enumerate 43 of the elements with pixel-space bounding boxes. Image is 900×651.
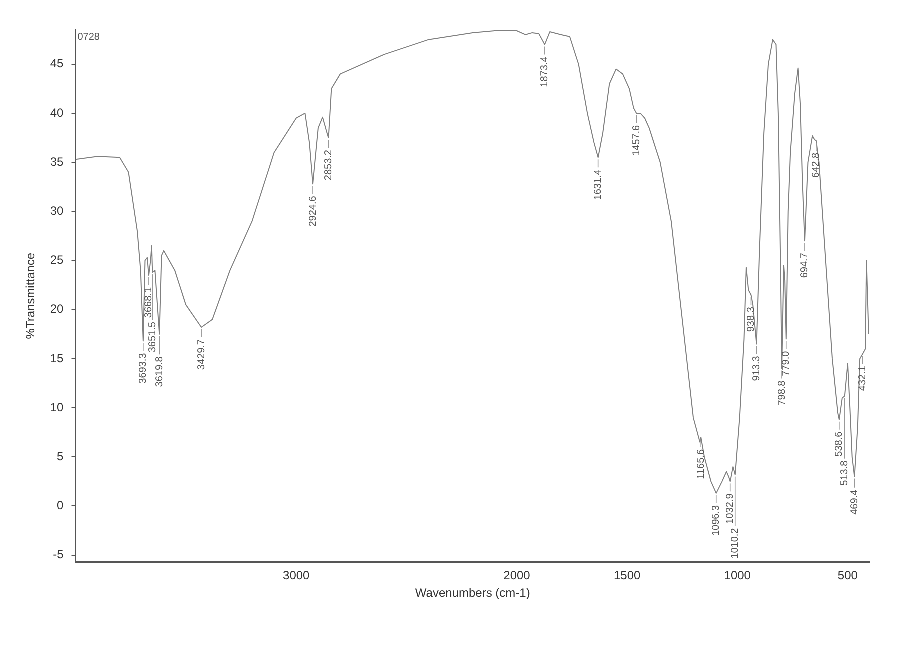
annotation: 2853.2 <box>324 150 335 181</box>
annotation: 1457.6 <box>631 125 642 156</box>
y-tick-label: 15 <box>50 351 64 366</box>
x-tick-label: 2000 <box>504 568 531 583</box>
annotation: 938.3 <box>746 306 757 332</box>
annotation: 469.4 <box>849 489 860 515</box>
annotation: 538.6 <box>834 431 846 457</box>
annotation: 432.1 <box>858 366 869 392</box>
annotation: 779.0 <box>781 350 792 376</box>
x-axis-title: Wavenumbers (cm-1) <box>415 586 530 600</box>
annotation: 694.7 <box>800 252 811 278</box>
annotation: 3668.1 <box>144 287 155 318</box>
x-tick-label: 3000 <box>283 568 310 583</box>
y-tick-label: 25 <box>50 253 64 268</box>
annotation: 1873.4 <box>540 56 551 88</box>
y-tick-label: 10 <box>50 400 64 414</box>
annotation: 1096.3 <box>711 505 722 536</box>
annotation: 3429.7 <box>196 339 208 370</box>
annotation: 3619.8 <box>154 356 166 388</box>
y-tick-label: 40 <box>50 106 64 120</box>
y-tick-label: 35 <box>50 154 64 169</box>
y-tick-label: 30 <box>50 204 64 218</box>
x-tick-label: 1000 <box>724 568 752 583</box>
annotation: 513.8 <box>840 460 851 486</box>
x-tick-label: 500 <box>838 568 858 583</box>
annotation: 1010.2 <box>730 528 742 559</box>
y-axis-title: %Transmittance <box>24 252 38 340</box>
annotation: 1032.9 <box>725 493 736 524</box>
y-tick-label: 0 <box>57 498 64 513</box>
y-tick-label: 45 <box>50 56 64 71</box>
annotation: 1631.4 <box>593 169 604 200</box>
annotation: 3693.3 <box>138 352 150 384</box>
annotation: 3651.5 <box>147 322 158 353</box>
annotation: 2924.6 <box>308 196 319 227</box>
y-tick-label: -5 <box>53 548 64 562</box>
annotation: 1165.6 <box>696 449 707 480</box>
annotation: 913.3 <box>752 356 763 382</box>
annotation: 798.8 <box>776 380 788 406</box>
y-tick-label: 5 <box>57 449 64 464</box>
annotation: 0728 <box>78 32 100 43</box>
annotation: 642.8 <box>811 152 822 178</box>
x-tick-label: 1500 <box>614 568 641 583</box>
y-tick-label: 20 <box>50 302 64 316</box>
